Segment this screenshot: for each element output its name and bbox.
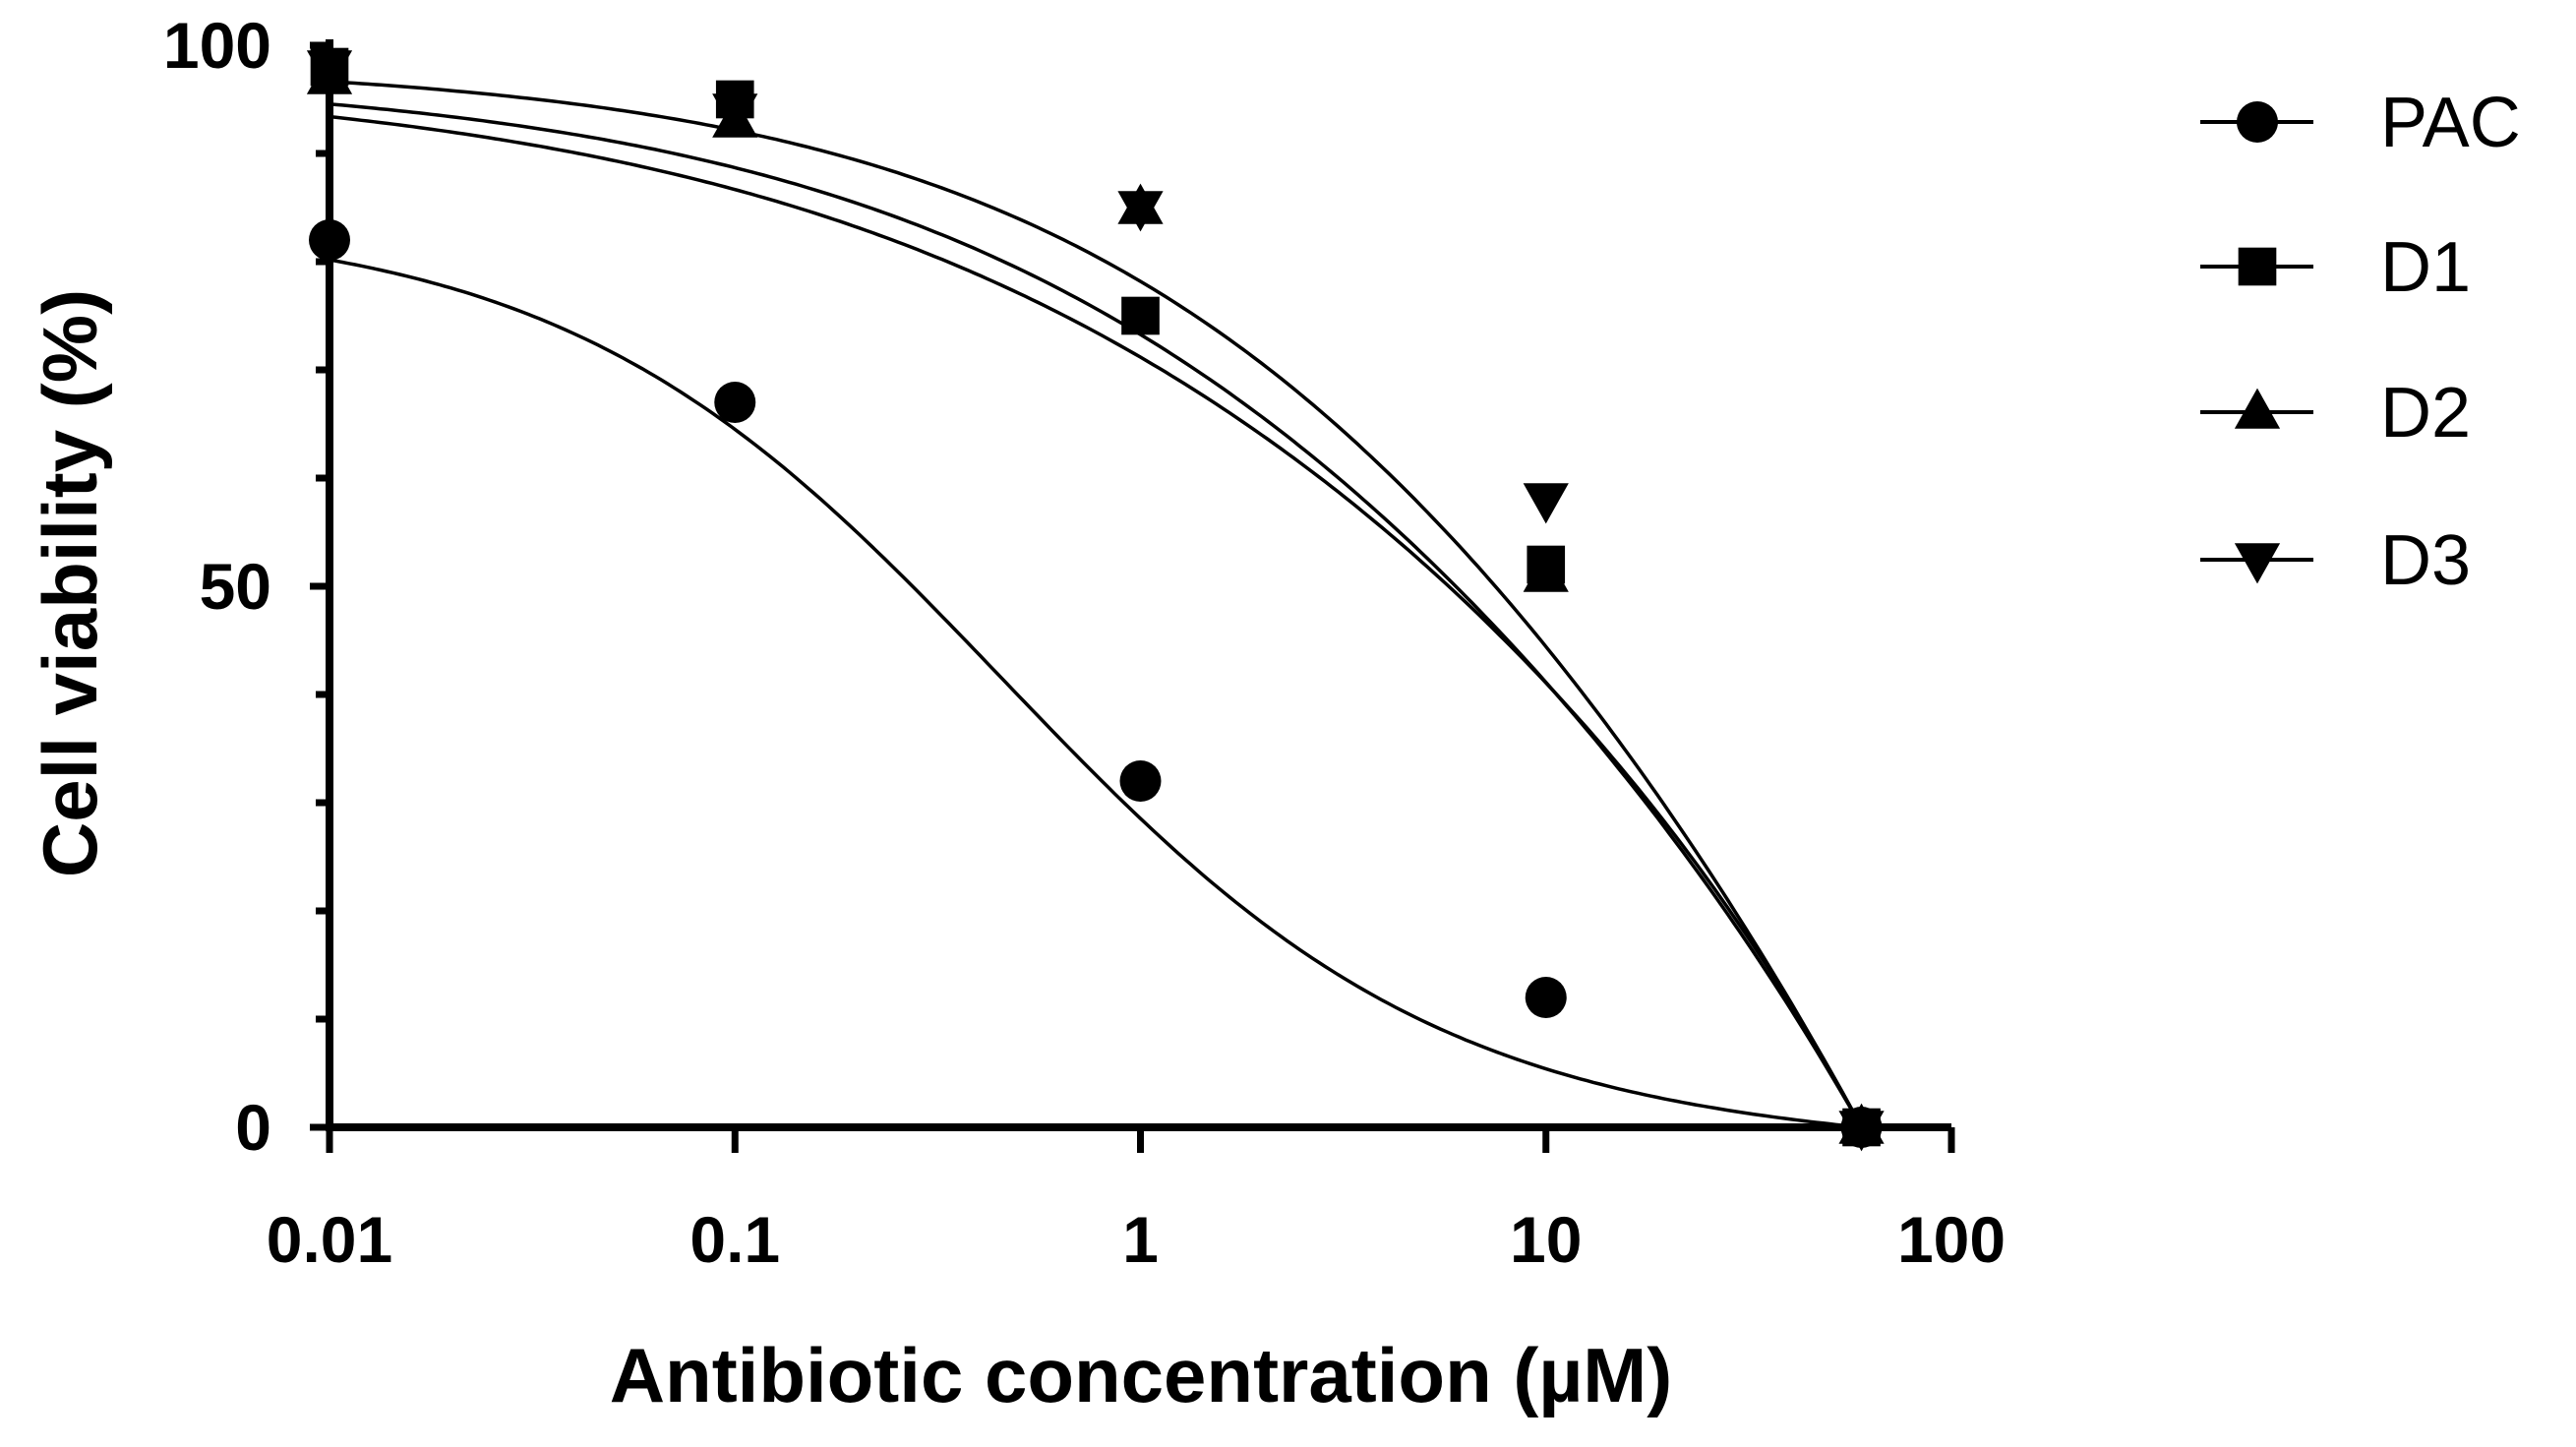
legend-label: PAC	[2380, 84, 2521, 162]
legend-label: D1	[2380, 228, 2471, 307]
x-tick-label: 0.01	[267, 1203, 392, 1276]
data-point-d2	[1523, 551, 1569, 592]
legend-marker	[2237, 101, 2278, 143]
y-tick-label: 100	[163, 9, 271, 82]
fit-curves	[329, 80, 1864, 1129]
y-tick-label: 50	[200, 550, 271, 623]
x-tick-label: 0.1	[689, 1203, 780, 1276]
y-tick-label: 0	[235, 1091, 271, 1164]
data-point-pac	[309, 219, 350, 261]
data-point-d3	[1838, 1111, 1885, 1152]
data-point-pac	[1525, 977, 1567, 1018]
legend-item-d2: D2	[2200, 374, 2471, 452]
x-tick-label: 1	[1122, 1203, 1159, 1276]
legend-marker	[2234, 388, 2281, 429]
fit-curve-d1	[329, 114, 1864, 1128]
fit-curve-d2	[329, 102, 1864, 1128]
legend-label: D3	[2380, 521, 2471, 600]
data-point-d3	[306, 50, 353, 91]
data-point-d1	[1121, 296, 1160, 335]
legend-marker	[2234, 543, 2281, 584]
legend-item-pac: PAC	[2200, 84, 2521, 162]
fit-curve-d3	[329, 80, 1864, 1128]
x-axis-title: Antibiotic concentration (µM)	[610, 1332, 1673, 1418]
data-point-d3	[1117, 191, 1164, 232]
legend-label: D2	[2380, 374, 2471, 452]
fit-curve-pac	[329, 258, 1862, 1129]
x-tick-label: 100	[1897, 1203, 2006, 1276]
y-ticks: 0 50 100	[163, 9, 329, 1164]
data-point-pac	[1119, 760, 1162, 802]
y-axis-title: Cell viability (%)	[27, 289, 113, 877]
legend: PAC D1 D2 D3	[2200, 84, 2521, 600]
x-ticks: 0.01 0.1 1 10 100	[267, 1127, 2006, 1276]
data-point-pac	[714, 382, 756, 423]
data-point-d3	[1523, 483, 1569, 524]
legend-item-d3: D3	[2200, 521, 2471, 600]
legend-item-d1: D1	[2200, 228, 2471, 307]
data-point-d3	[712, 93, 758, 135]
x-tick-label: 10	[1510, 1203, 1582, 1276]
legend-marker	[2238, 247, 2277, 286]
data-markers	[306, 47, 1885, 1152]
